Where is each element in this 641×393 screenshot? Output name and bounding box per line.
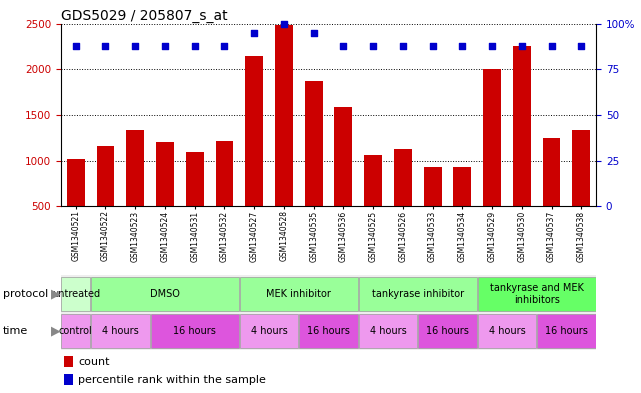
Text: tankyrase and MEK
inhibitors: tankyrase and MEK inhibitors [490,283,583,305]
Bar [62,314,90,348]
Point [428,42,438,49]
Point [101,42,111,49]
Bar [478,314,536,348]
Text: 4 hours: 4 hours [370,326,406,336]
Point [397,42,408,49]
Bar [537,314,595,348]
Bar [63,374,73,385]
Bar [364,155,382,206]
Point [338,42,349,49]
Text: tankyrase inhibitor: tankyrase inhibitor [372,289,464,299]
Bar [246,57,263,206]
Text: ▶: ▶ [51,287,61,300]
Point [517,42,527,49]
Point [219,42,229,49]
Bar [91,314,149,348]
Text: count: count [78,357,110,367]
Text: 16 hours: 16 hours [307,326,350,336]
Bar [542,138,560,206]
Text: ▶: ▶ [51,325,61,338]
Bar [419,314,477,348]
Point [308,29,319,36]
Bar [240,314,298,348]
Bar [478,277,595,311]
Text: 16 hours: 16 hours [545,326,588,336]
Bar [215,141,233,206]
Bar [513,46,531,206]
Bar [97,146,115,206]
Bar [359,277,477,311]
Text: GDS5029 / 205807_s_at: GDS5029 / 205807_s_at [61,9,228,22]
Point [279,20,289,27]
Point [130,42,140,49]
Bar [275,26,293,206]
Bar [572,130,590,206]
Bar [62,277,90,311]
Text: 16 hours: 16 hours [426,326,469,336]
Point [546,42,556,49]
Bar [151,314,238,348]
Bar [453,167,471,206]
Point [249,29,260,36]
Point [160,42,170,49]
Bar [424,167,442,206]
Text: percentile rank within the sample: percentile rank within the sample [78,375,266,385]
Text: 16 hours: 16 hours [173,326,216,336]
Text: control: control [59,326,93,336]
Point [487,42,497,49]
Bar [483,69,501,206]
Bar [299,314,358,348]
Point [190,42,200,49]
Text: time: time [3,326,28,336]
Bar [126,130,144,206]
Text: untreated: untreated [52,289,100,299]
Text: DMSO: DMSO [150,289,180,299]
Point [368,42,378,49]
Bar [156,142,174,206]
Bar [186,151,204,206]
Bar [335,107,353,206]
Point [457,42,467,49]
Bar [359,314,417,348]
Text: MEK inhibitor: MEK inhibitor [267,289,331,299]
Bar [91,277,238,311]
Bar [240,277,358,311]
Text: 4 hours: 4 hours [102,326,138,336]
Text: protocol: protocol [3,289,49,299]
Bar [63,356,73,367]
Point [71,42,81,49]
Bar [304,81,322,206]
Bar [67,159,85,206]
Text: 4 hours: 4 hours [488,326,525,336]
Bar [394,149,412,206]
Point [576,42,587,49]
Text: 4 hours: 4 hours [251,326,287,336]
